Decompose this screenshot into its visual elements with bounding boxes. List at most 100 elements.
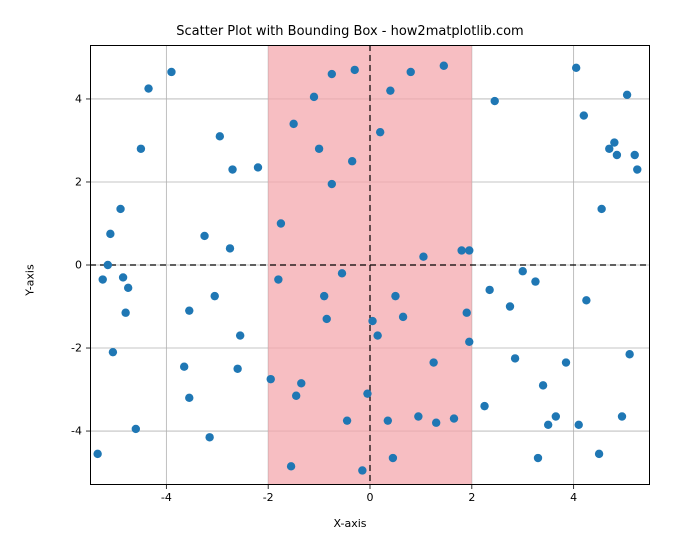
scatter-point (358, 466, 366, 474)
scatter-point (597, 205, 605, 213)
chart-title: Scatter Plot with Bounding Box - how2mat… (0, 24, 700, 39)
scatter-point (287, 462, 295, 470)
scatter-point (315, 145, 323, 153)
scatter-point (376, 128, 384, 136)
scatter-point (351, 66, 359, 74)
scatter-point (343, 416, 351, 424)
scatter-point (109, 348, 117, 356)
y-tick-label: 4 (75, 92, 82, 105)
scatter-point (572, 64, 580, 72)
scatter-point (623, 91, 631, 99)
scatter-point (391, 292, 399, 300)
scatter-point (233, 365, 241, 373)
scatter-point (465, 246, 473, 254)
scatter-point (531, 277, 539, 285)
scatter-point (132, 425, 140, 433)
x-tick-label: 4 (570, 491, 577, 504)
scatter-point (575, 421, 583, 429)
scatter-point (328, 70, 336, 78)
scatter-point (104, 261, 112, 269)
scatter-point (485, 286, 493, 294)
scatter-point (289, 120, 297, 128)
y-tick-label: 2 (75, 175, 82, 188)
y-axis-label: Y-axis (24, 264, 37, 295)
scatter-point (348, 157, 356, 165)
scatter-point (432, 419, 440, 427)
scatter-point (167, 68, 175, 76)
scatter-point (429, 358, 437, 366)
figure: Scatter Plot with Bounding Box - how2mat… (0, 0, 700, 560)
x-tick-label: -4 (161, 491, 172, 504)
scatter-point (463, 309, 471, 317)
scatter-point (450, 414, 458, 422)
scatter-point (457, 246, 465, 254)
scatter-point (414, 412, 422, 420)
scatter-point (185, 306, 193, 314)
scatter-point (211, 292, 219, 300)
scatter-point (254, 163, 262, 171)
scatter-point (121, 309, 129, 317)
scatter-point (562, 358, 570, 366)
scatter-point (320, 292, 328, 300)
scatter-point (119, 273, 127, 281)
scatter-point (226, 244, 234, 252)
scatter-point (465, 338, 473, 346)
scatter-point (338, 269, 346, 277)
scatter-point (419, 252, 427, 260)
scatter-point (310, 93, 318, 101)
scatter-point (267, 375, 275, 383)
scatter-point (631, 151, 639, 159)
scatter-point (277, 219, 285, 227)
scatter-point (389, 454, 397, 462)
scatter-point (205, 433, 213, 441)
scatter-point (511, 354, 519, 362)
scatter-point (544, 421, 552, 429)
scatter-point (625, 350, 633, 358)
scatter-point (99, 275, 107, 283)
x-axis-label: X-axis (0, 517, 700, 530)
scatter-point (633, 165, 641, 173)
x-tick-label: 0 (367, 491, 374, 504)
scatter-point (407, 68, 415, 76)
x-tick-label: 2 (468, 491, 475, 504)
scatter-point (180, 362, 188, 370)
scatter-point (106, 230, 114, 238)
scatter-point (292, 392, 300, 400)
scatter-point (144, 84, 152, 92)
scatter-point (185, 394, 193, 402)
plot-svg (90, 45, 650, 485)
scatter-point (137, 145, 145, 153)
y-tick-label: -4 (71, 425, 82, 438)
scatter-point (519, 267, 527, 275)
scatter-point (386, 86, 394, 94)
plot-area: -4-2024-4-2024 (90, 45, 650, 485)
scatter-point (116, 205, 124, 213)
scatter-point (368, 317, 376, 325)
scatter-point (613, 151, 621, 159)
scatter-point (491, 97, 499, 105)
scatter-point (274, 275, 282, 283)
scatter-point (539, 381, 547, 389)
scatter-point (200, 232, 208, 240)
scatter-point (236, 331, 244, 339)
scatter-point (440, 62, 448, 70)
scatter-point (480, 402, 488, 410)
scatter-point (228, 165, 236, 173)
scatter-point (297, 379, 305, 387)
scatter-point (373, 331, 381, 339)
scatter-point (216, 132, 224, 140)
x-tick-label: -2 (263, 491, 274, 504)
scatter-point (399, 313, 407, 321)
scatter-point (582, 296, 590, 304)
scatter-point (618, 412, 626, 420)
scatter-point (328, 180, 336, 188)
y-tick-label: 0 (75, 259, 82, 272)
scatter-point (506, 302, 514, 310)
scatter-point (124, 284, 132, 292)
scatter-point (552, 412, 560, 420)
scatter-point (595, 450, 603, 458)
scatter-point (580, 111, 588, 119)
scatter-point (610, 138, 618, 146)
scatter-point (384, 416, 392, 424)
scatter-point (93, 450, 101, 458)
